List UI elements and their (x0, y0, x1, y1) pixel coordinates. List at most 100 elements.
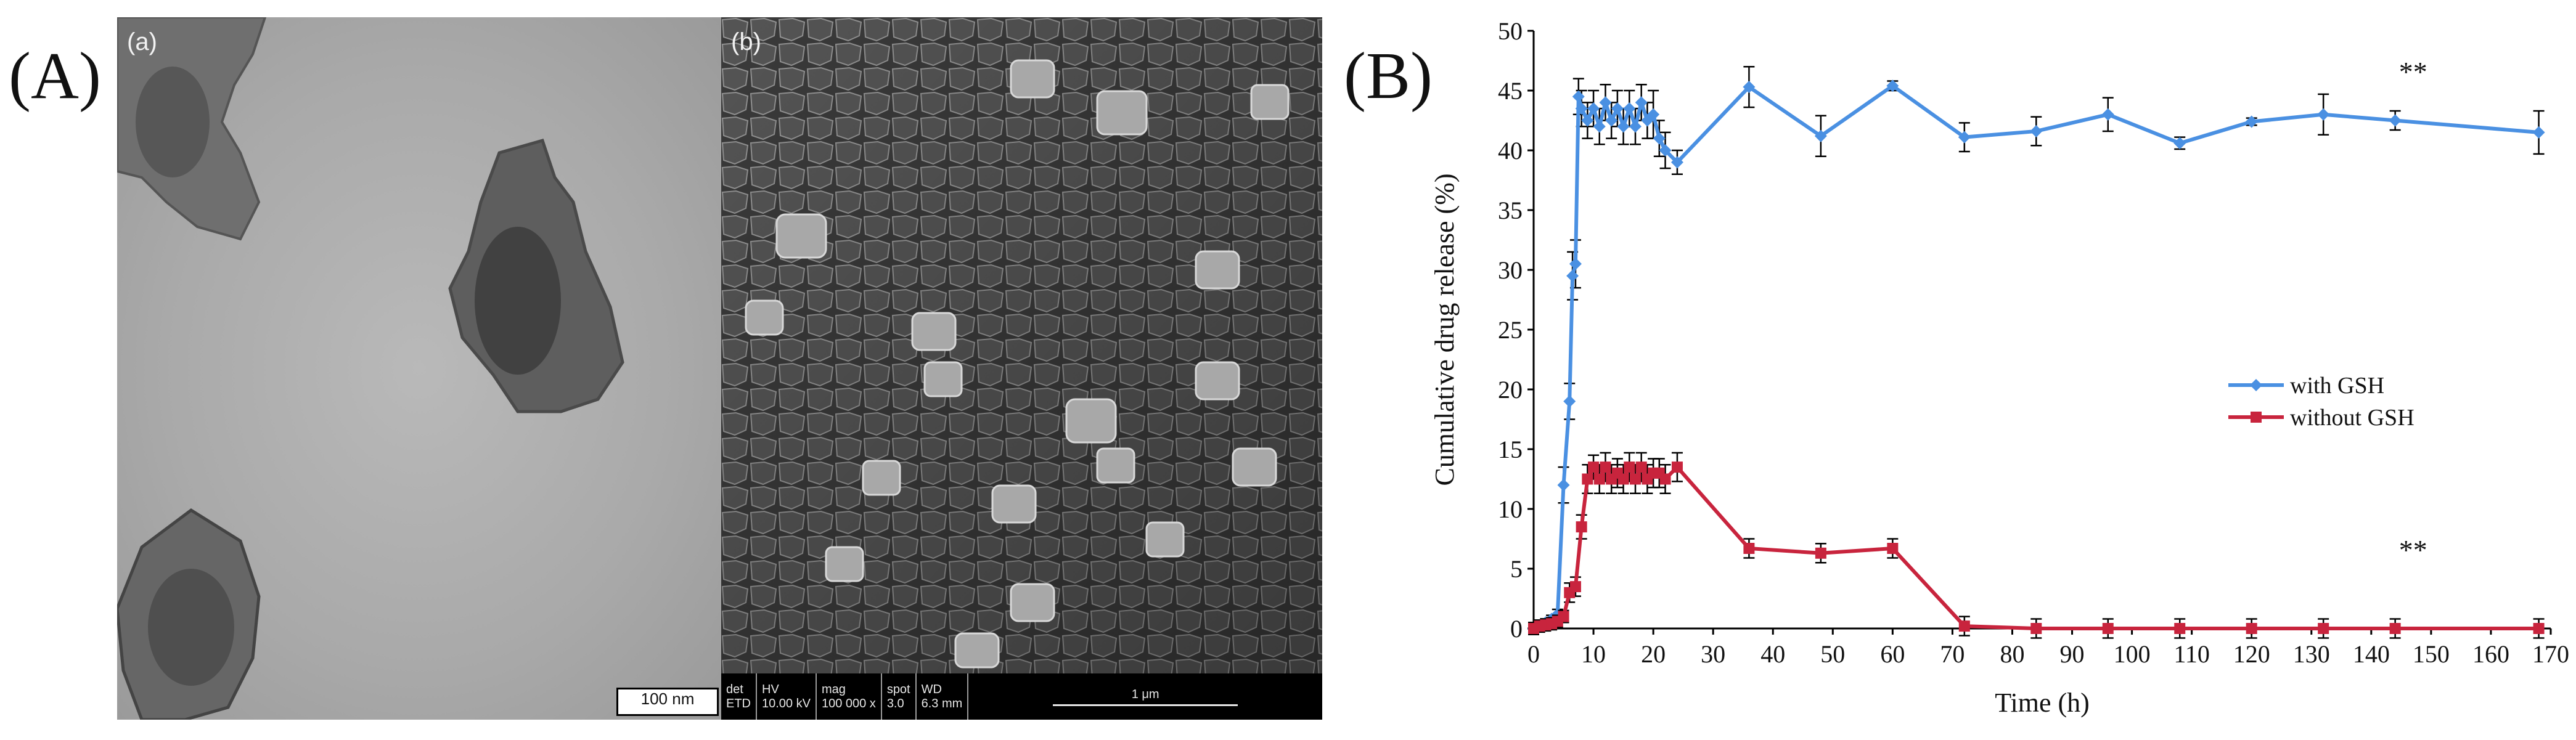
tem-label: (a) (127, 28, 157, 55)
data-point-without-gsh (1582, 473, 1593, 485)
y-tick-label: 5 (1510, 555, 1523, 583)
series-line-1 (1532, 463, 2539, 630)
data-point-without-gsh (2389, 623, 2401, 634)
data-point-without-gsh (1815, 547, 1826, 559)
data-point-with-gsh (1617, 120, 1630, 133)
sem-info-wd: WD 6.3 mm (917, 673, 969, 720)
sem-info-mag: mag 100 000 x (817, 673, 882, 720)
y-tick-label: 30 (1498, 256, 1523, 284)
x-tick-label: 60 (1880, 640, 1905, 668)
x-tick-label: 90 (2060, 640, 2085, 668)
sem-info-det: det ETD (721, 673, 757, 720)
data-point-without-gsh (1558, 611, 1569, 622)
data-point-with-gsh (1743, 81, 1756, 94)
x-tick-label: 10 (1581, 640, 1606, 668)
data-point-with-gsh (1575, 102, 1588, 115)
sem-info-hv: HV 10.00 kV (757, 673, 817, 720)
data-point-with-gsh (1563, 395, 1576, 408)
data-point-without-gsh (2102, 623, 2114, 634)
x-tick-label: 20 (1641, 640, 1666, 668)
data-point-with-gsh (2101, 108, 2114, 121)
data-point-with-gsh (1653, 132, 1666, 145)
data-point-with-gsh (2317, 108, 2330, 121)
data-point-with-gsh (1581, 114, 1594, 127)
y-tick-label: 15 (1498, 436, 1523, 463)
data-point-without-gsh (2318, 623, 2329, 634)
legend-label-0: with GSH (2290, 373, 2384, 399)
data-point-with-gsh (2030, 124, 2043, 137)
data-point-with-gsh (1647, 108, 1660, 121)
data-point-without-gsh (1743, 543, 1755, 555)
significance-annotation: ** (2399, 56, 2427, 87)
x-axis-label: Time (h) (1995, 688, 2090, 718)
tem-scale-bar: 100 nm (616, 688, 719, 716)
y-tick-label: 40 (1498, 137, 1523, 165)
data-point-without-gsh (1630, 473, 1641, 485)
sem-scale-bar: 1 μm (968, 673, 1322, 720)
data-point-with-gsh (1629, 120, 1642, 133)
y-tick-label: 20 (1498, 376, 1523, 404)
data-point-with-gsh (1605, 114, 1618, 127)
legend-label-1: without GSH (2290, 405, 2414, 431)
data-point-with-gsh (1886, 79, 1899, 92)
y-tick-label: 35 (1498, 197, 1523, 224)
y-tick-label: 0 (1510, 615, 1523, 643)
data-point-with-gsh (1599, 96, 1612, 109)
legend-marker-0 (2250, 379, 2262, 391)
sem-info-bar: det ETD HV 10.00 kV mag 100 000 x spot 3.0 W… (721, 673, 1322, 720)
data-point-without-gsh (1624, 461, 1635, 473)
data-point-with-gsh (1569, 258, 1582, 270)
data-point-with-gsh (1566, 269, 1579, 282)
x-tick-label: 150 (2413, 640, 2450, 668)
data-point-with-gsh (2245, 115, 2258, 128)
data-point-with-gsh (1587, 102, 1600, 115)
data-point-with-gsh (1572, 90, 1585, 103)
x-tick-label: 50 (1820, 640, 1845, 668)
x-tick-label: 30 (1701, 640, 1725, 668)
data-point-with-gsh (2173, 137, 2186, 150)
data-point-without-gsh (1576, 521, 1587, 533)
data-point-without-gsh (2030, 623, 2042, 634)
x-tick-label: 70 (1940, 640, 1965, 668)
x-tick-label: 120 (2233, 640, 2270, 668)
y-axis-label: Cumulative drug release (%) (1429, 173, 1460, 486)
x-tick-label: 0 (1527, 640, 1540, 668)
data-point-with-gsh (1641, 114, 1654, 127)
data-point-with-gsh (1958, 131, 1971, 144)
data-point-with-gsh (1670, 156, 1683, 169)
x-tick-label: 80 (2000, 640, 2024, 668)
x-tick-label: 110 (2173, 640, 2210, 668)
data-point-without-gsh (1958, 620, 1970, 632)
data-point-without-gsh (1588, 461, 1600, 473)
x-tick-label: 130 (2293, 640, 2330, 668)
x-tick-label: 40 (1760, 640, 1785, 668)
data-point-with-gsh (1611, 102, 1624, 115)
data-point-with-gsh (1557, 479, 1570, 492)
x-tick-label: 160 (2472, 640, 2509, 668)
data-point-with-gsh (2532, 126, 2545, 139)
data-point-without-gsh (1569, 581, 1581, 593)
y-tick-label: 25 (1498, 316, 1523, 344)
data-point-with-gsh (1593, 120, 1606, 133)
y-tick-label: 50 (1498, 17, 1523, 45)
significance-annotation: ** (2399, 534, 2427, 566)
data-point-without-gsh (1617, 473, 1629, 485)
data-point-with-gsh (1814, 129, 1827, 142)
tem-micrograph: (a) 100 nm (117, 17, 721, 720)
data-point-without-gsh (2174, 623, 2186, 634)
tem-particles (117, 17, 624, 720)
sem-texture (721, 17, 1322, 673)
data-point-without-gsh (1887, 543, 1899, 555)
sem-label: (b) (731, 28, 761, 55)
data-point-with-gsh (2389, 114, 2402, 127)
series-line-0 (1532, 83, 2539, 630)
x-tick-label: 140 (2353, 640, 2390, 668)
data-point-without-gsh (1593, 473, 1605, 485)
panel-b-label: (B) (1344, 39, 1433, 113)
data-point-with-gsh (1623, 102, 1636, 115)
sem-info-spot: spot 3.0 (882, 673, 917, 720)
x-tick-label: 170 (2532, 640, 2569, 668)
y-tick-label: 45 (1498, 77, 1523, 105)
x-tick-label: 100 (2114, 640, 2151, 668)
data-point-with-gsh (1635, 96, 1648, 109)
